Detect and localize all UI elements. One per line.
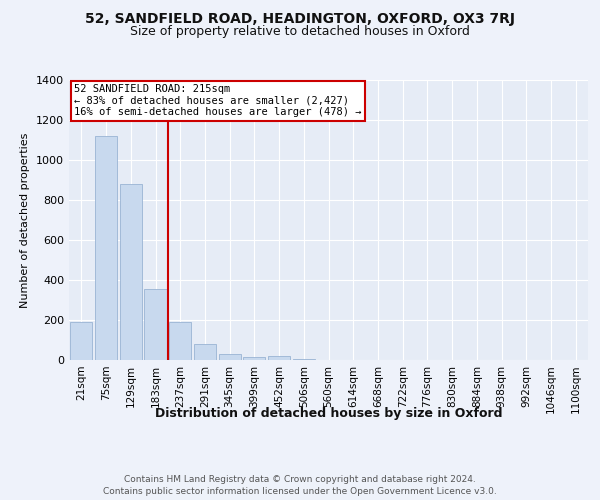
Text: Distribution of detached houses by size in Oxford: Distribution of detached houses by size … [155, 408, 503, 420]
Text: Size of property relative to detached houses in Oxford: Size of property relative to detached ho… [130, 25, 470, 38]
Bar [243, 357, 265, 360]
Bar [145, 289, 167, 360]
Bar [95, 136, 117, 360]
Text: Contains HM Land Registry data © Crown copyright and database right 2024.
Contai: Contains HM Land Registry data © Crown c… [103, 475, 497, 496]
Bar [70, 322, 92, 360]
Bar [119, 184, 142, 360]
Bar [169, 322, 191, 360]
Bar [268, 356, 290, 360]
Y-axis label: Number of detached properties: Number of detached properties [20, 132, 31, 308]
Text: 52 SANDFIELD ROAD: 215sqm
← 83% of detached houses are smaller (2,427)
16% of se: 52 SANDFIELD ROAD: 215sqm ← 83% of detac… [74, 84, 362, 117]
Bar [218, 354, 241, 360]
Bar [194, 344, 216, 360]
Bar [293, 359, 315, 360]
Text: 52, SANDFIELD ROAD, HEADINGTON, OXFORD, OX3 7RJ: 52, SANDFIELD ROAD, HEADINGTON, OXFORD, … [85, 12, 515, 26]
